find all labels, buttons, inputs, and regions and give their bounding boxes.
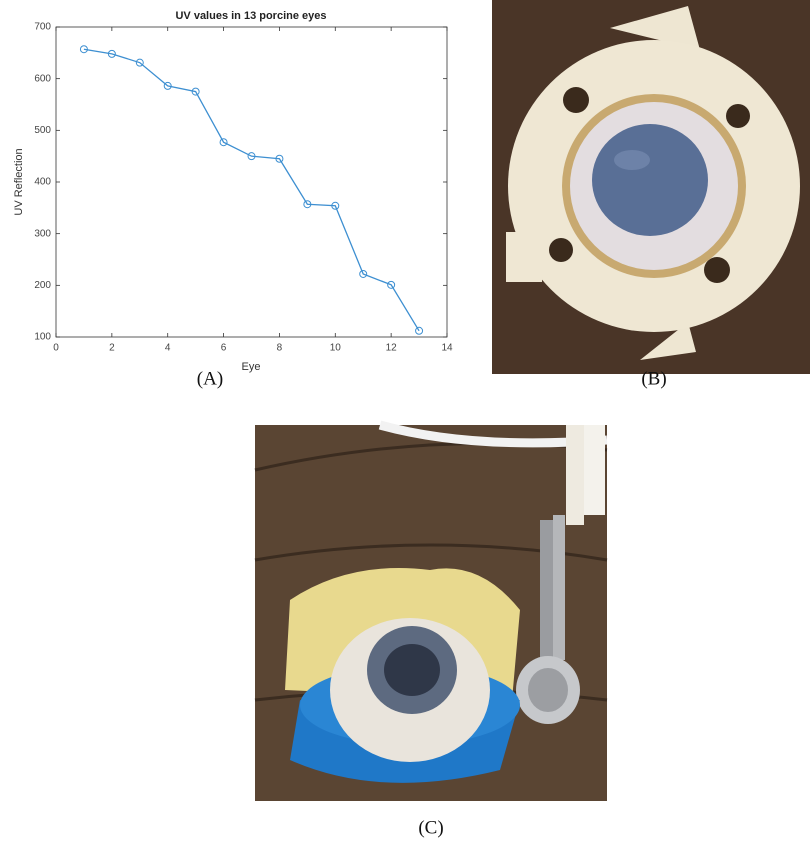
panel-label: (B)	[641, 368, 666, 389]
y-axis-label: UV Reflection	[13, 148, 25, 215]
x-tick-label: 14	[441, 343, 453, 354]
x-tick-label: 10	[330, 343, 342, 354]
panel-label: (C)	[418, 817, 443, 838]
x-tick-label: 4	[165, 343, 171, 354]
chart-title: UV values in 13 porcine eyes	[175, 10, 326, 22]
y-tick-label: 400	[34, 177, 51, 188]
x-tick-label: 2	[109, 343, 115, 354]
x-tick-label: 12	[386, 343, 398, 354]
y-tick-label: 600	[34, 73, 51, 84]
y-tick-label: 500	[34, 125, 51, 136]
panel-label: (A)	[197, 368, 223, 389]
photo-b	[492, 0, 810, 374]
y-tick-label: 100	[34, 332, 51, 343]
photo-c	[255, 425, 607, 801]
plot-area	[56, 27, 447, 337]
x-tick-label: 0	[53, 343, 59, 354]
figure: (A) (B) (C) UV values in 13 porcine eyes…	[0, 0, 810, 847]
y-tick-label: 200	[34, 280, 51, 291]
x-axis-label: Eye	[242, 361, 261, 373]
y-tick-label: 700	[34, 22, 51, 33]
y-tick-label: 300	[34, 228, 51, 239]
page: (A) (B) (C) UV values in 13 porcine eyes…	[0, 0, 810, 847]
x-tick-label: 8	[277, 343, 283, 354]
x-tick-label: 6	[221, 343, 227, 354]
